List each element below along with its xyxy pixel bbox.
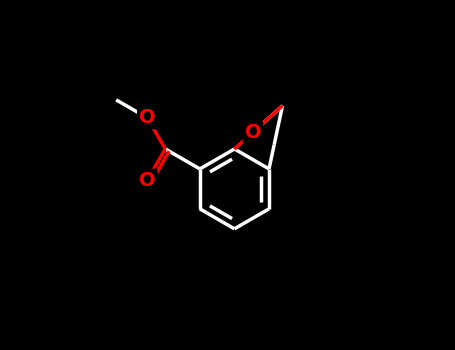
Text: O: O: [139, 170, 156, 190]
Text: O: O: [139, 108, 156, 127]
Text: O: O: [244, 123, 261, 142]
